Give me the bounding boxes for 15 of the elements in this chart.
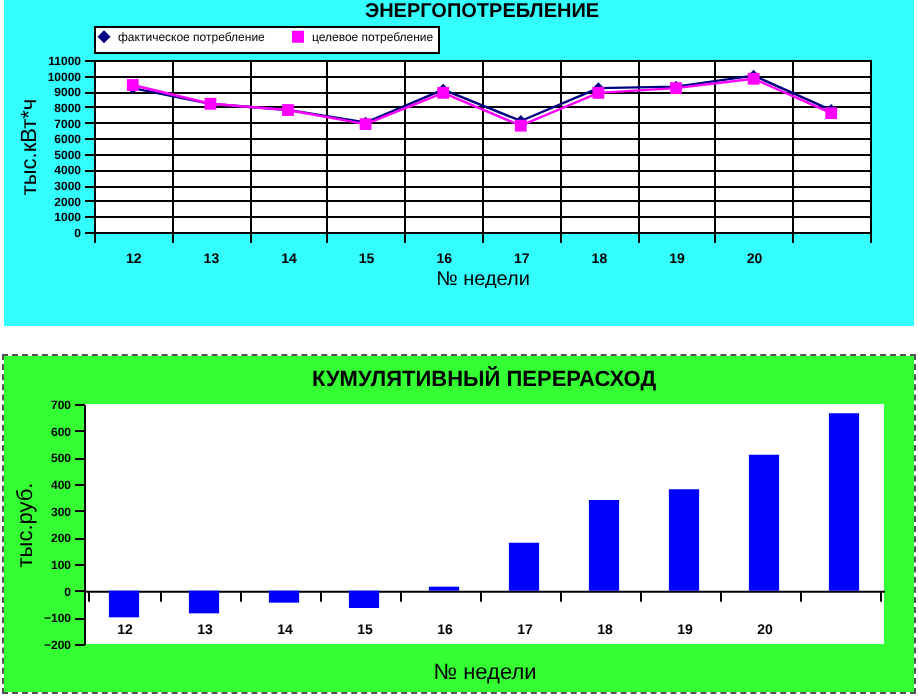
bar [748, 454, 780, 591]
point [514, 119, 527, 132]
x-axis-title: № недели [433, 661, 537, 685]
chart-title: ЭНЕРГОПОТРЕБЛЕНИЕ [364, 1, 600, 23]
bar [188, 590, 220, 614]
y-axis-title: тыс.кВт*ч [17, 98, 42, 196]
bar [508, 542, 540, 591]
bar [108, 590, 140, 618]
bar [348, 590, 380, 608]
bar [588, 500, 620, 591]
y-axis-title: тыс.руб. [13, 482, 38, 568]
bar [268, 590, 300, 603]
bar [828, 413, 860, 591]
chart-title: КУМУЛЯТИВНЫЙ ПЕРЕРАСХОД [311, 366, 657, 392]
bar [668, 489, 700, 591]
